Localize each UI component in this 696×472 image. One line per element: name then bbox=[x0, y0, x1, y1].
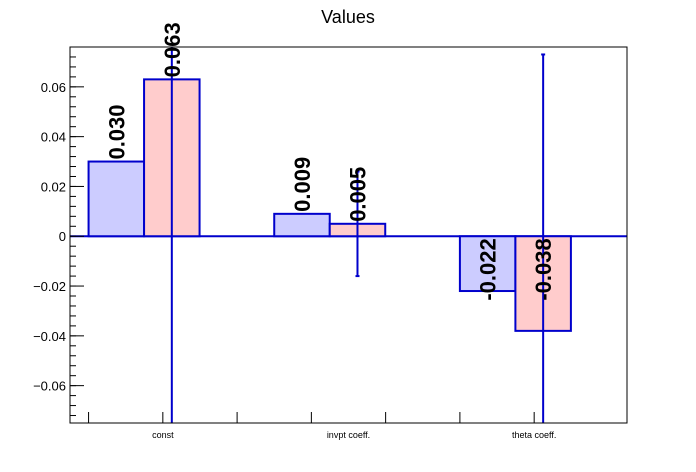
data-label: -0.022 bbox=[476, 238, 501, 300]
y-axis: −0.06 −0.04 −0.02 0 0.02 0.04 0.06 bbox=[33, 46, 84, 417]
data-label: 0.063 bbox=[160, 22, 185, 77]
plot-frame bbox=[69, 46, 628, 424]
y-tick-label: 0.06 bbox=[41, 80, 66, 95]
y-tick-label: 0 bbox=[59, 229, 66, 244]
bar-s0-const bbox=[87, 160, 146, 238]
bar-s0-theta-coeff- bbox=[458, 235, 517, 293]
y-tick-label: −0.06 bbox=[33, 379, 66, 394]
x-axis: const invpt coeff. theta coeff. bbox=[88, 412, 556, 440]
x-tick-label: const bbox=[152, 430, 174, 440]
x-tick-label: theta coeff. bbox=[512, 430, 556, 440]
y-tick-label: −0.04 bbox=[33, 329, 66, 344]
chart-title: Values bbox=[321, 7, 375, 27]
data-labels-layer: 0.030 0.009 -0.022 0.063 0.005 -0.038 bbox=[104, 22, 556, 300]
y-tick-label: −0.02 bbox=[33, 279, 66, 294]
data-label: -0.038 bbox=[531, 238, 556, 300]
bar-s0-invpt-coeff- bbox=[273, 212, 331, 238]
y-tick-label: 0.02 bbox=[41, 179, 66, 194]
data-label: 0.009 bbox=[290, 157, 315, 212]
error-bars-layer bbox=[170, 47, 546, 423]
data-label: 0.030 bbox=[104, 104, 129, 159]
y-tick-label: 0.04 bbox=[41, 130, 66, 145]
data-label: 0.005 bbox=[345, 167, 370, 222]
x-tick-label: invpt coeff. bbox=[327, 430, 370, 440]
